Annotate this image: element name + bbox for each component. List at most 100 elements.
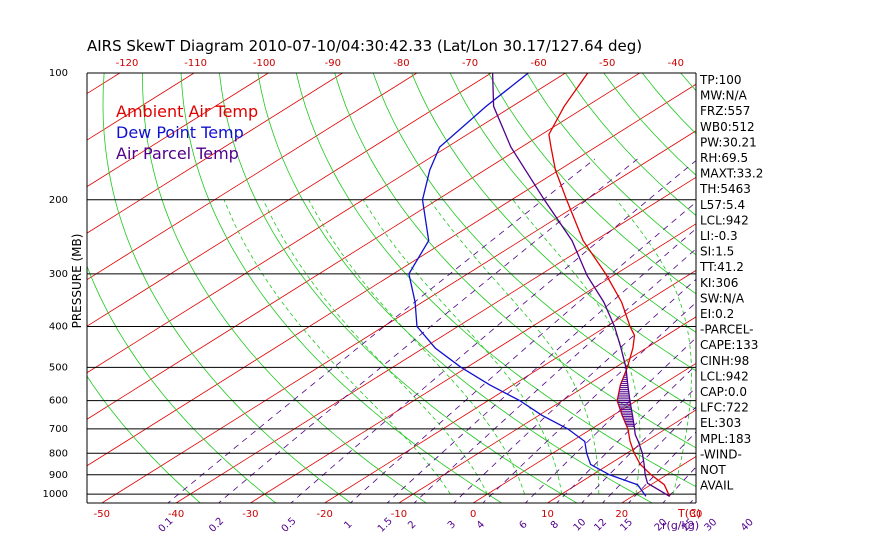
top-temp-tick-label: -100 — [253, 58, 276, 69]
moist-adiabat — [747, 200, 843, 494]
mixing-ratio-line — [748, 159, 870, 505]
moist-adiabat — [785, 200, 870, 494]
isotherm — [87, 73, 640, 420]
top-temp-tick-label: -40 — [668, 58, 684, 69]
index-entry: LI:-0.3 — [700, 229, 738, 243]
index-entry: KI:306 — [700, 276, 738, 290]
index-entry: SI:1.5 — [700, 245, 734, 259]
moist-adiabat — [822, 200, 870, 494]
index-entry: MW:N/A — [700, 89, 748, 103]
isotherm — [770, 73, 870, 503]
legend-entry: Dew Point Temp — [116, 123, 244, 142]
isotherm — [87, 73, 418, 281]
axis-layer — [86, 72, 697, 504]
index-entry: NOT — [700, 463, 726, 477]
dry-adiabat — [758, 73, 870, 505]
index-entry: CAP:0.0 — [700, 385, 747, 399]
isotherm — [845, 73, 870, 503]
mixing-ratio-line — [662, 466, 696, 503]
index-entry: RH:69.5 — [700, 151, 748, 165]
legend-entry: Air Parcel Temp — [116, 144, 239, 163]
x-units-label: T(C) — [677, 507, 701, 520]
index-entry: LCL:942 — [700, 369, 749, 383]
isotherm — [250, 223, 696, 503]
mixing-ratio-line — [556, 364, 696, 503]
dry-adiabat — [411, 73, 696, 372]
index-entry: L57:5.4 — [700, 198, 745, 212]
mixing-ratio-line — [482, 302, 696, 503]
pressure-tick-label: 800 — [49, 448, 68, 459]
bottom-temp-tick-label: 30 — [690, 509, 703, 520]
pressure-tick-label: 500 — [49, 362, 68, 373]
mixing-ratio-tick-label: 8 — [549, 519, 561, 531]
index-entry: WB0:512 — [700, 120, 755, 134]
moist-adiabat — [262, 199, 488, 495]
ambient-air-templine — [548, 73, 671, 497]
air-parcel-templine — [491, 73, 670, 497]
mixing-ratio-tick-label: 0.5 — [280, 516, 299, 535]
mixing-ratio-tick-label: 1 — [342, 519, 354, 531]
pressure-tick-label: 900 — [49, 470, 68, 481]
pressure-tick-label: 700 — [49, 424, 68, 435]
moist-adiabat — [616, 199, 692, 495]
top-temp-tick-label: -60 — [530, 58, 546, 69]
isotherm — [324, 269, 696, 503]
isotherm — [87, 73, 269, 188]
top-temp-tick-label: -110 — [184, 58, 207, 69]
isotherm — [0, 73, 46, 503]
dry-adiabat — [796, 73, 870, 505]
mixing-ratio-line — [290, 160, 696, 503]
pressure-tick-label: 1000 — [43, 489, 68, 500]
index-entry: TT:41.2 — [699, 260, 744, 274]
pressure-tick-label: 600 — [49, 396, 68, 407]
index-entry: FRZ:557 — [700, 104, 750, 118]
dry-adiabat — [835, 73, 870, 505]
bottom-temp-tick-label: -40 — [168, 509, 184, 520]
pressure-tick-label: 300 — [49, 269, 68, 280]
index-entry: AVAIL — [700, 479, 734, 493]
mixing-ratio-line — [601, 406, 696, 503]
index-entry: -WIND- — [700, 447, 742, 461]
mixing-ratio-tick-label: 10 — [572, 517, 589, 534]
index-entry: TH:5463 — [699, 182, 751, 196]
bottom-temp-tick-label: -20 — [316, 509, 332, 520]
mixing-ratio-line — [413, 248, 696, 503]
index-entry: CAPE:133 — [700, 338, 758, 352]
mixing-ratio-tick-label: 3 — [446, 519, 458, 531]
isotherm — [175, 176, 696, 503]
mixing-ratio-tick-label: 12 — [592, 517, 609, 534]
index-entry: -PARCEL- — [700, 323, 754, 337]
top-temp-tick-label: -80 — [393, 58, 409, 69]
pressure-tick-label: 400 — [49, 322, 68, 333]
dry-adiabat — [488, 73, 696, 295]
index-entry: MPL:183 — [700, 432, 751, 446]
bottom-temp-tick-label: 10 — [541, 509, 554, 520]
legend: Ambient Air Temp Dew Point Temp Air Parcel… — [116, 102, 258, 163]
isotherm — [398, 316, 696, 503]
index-entry: LFC:722 — [700, 401, 749, 415]
index-entry: MAXT:33.2 — [700, 167, 763, 181]
isotherm — [87, 73, 121, 95]
dry-adiabat — [372, 73, 696, 410]
bottom-temp-tick-label: -50 — [94, 509, 110, 520]
mixing-ratio-line — [167, 158, 596, 503]
isotherm — [87, 83, 696, 467]
legend-entry: Ambient Air Temp — [116, 102, 258, 121]
top-temp-tick-label: -50 — [599, 58, 615, 69]
top-temp-tick-label: -120 — [116, 58, 139, 69]
index-entry: EL:303 — [700, 416, 741, 430]
top-temp-tick-label: -90 — [325, 58, 341, 69]
index-entry: PW:30.21 — [700, 135, 757, 149]
y-axis-label: PRESSURE (MB) — [70, 234, 84, 329]
dry-adiabat — [526, 73, 696, 256]
mixing-ratio-units-label: r(g/kg) — [662, 519, 699, 532]
isotherm — [547, 409, 696, 503]
index-entry: EI:0.2 — [700, 307, 734, 321]
isotherm — [472, 362, 696, 503]
mixing-ratio-tick-label: 6 — [517, 519, 529, 531]
mixing-ratio-tick-label: 2 — [406, 519, 418, 531]
mixing-ratio-tick-label: 4 — [475, 519, 487, 531]
bottom-temp-tick-label: -30 — [242, 509, 258, 520]
